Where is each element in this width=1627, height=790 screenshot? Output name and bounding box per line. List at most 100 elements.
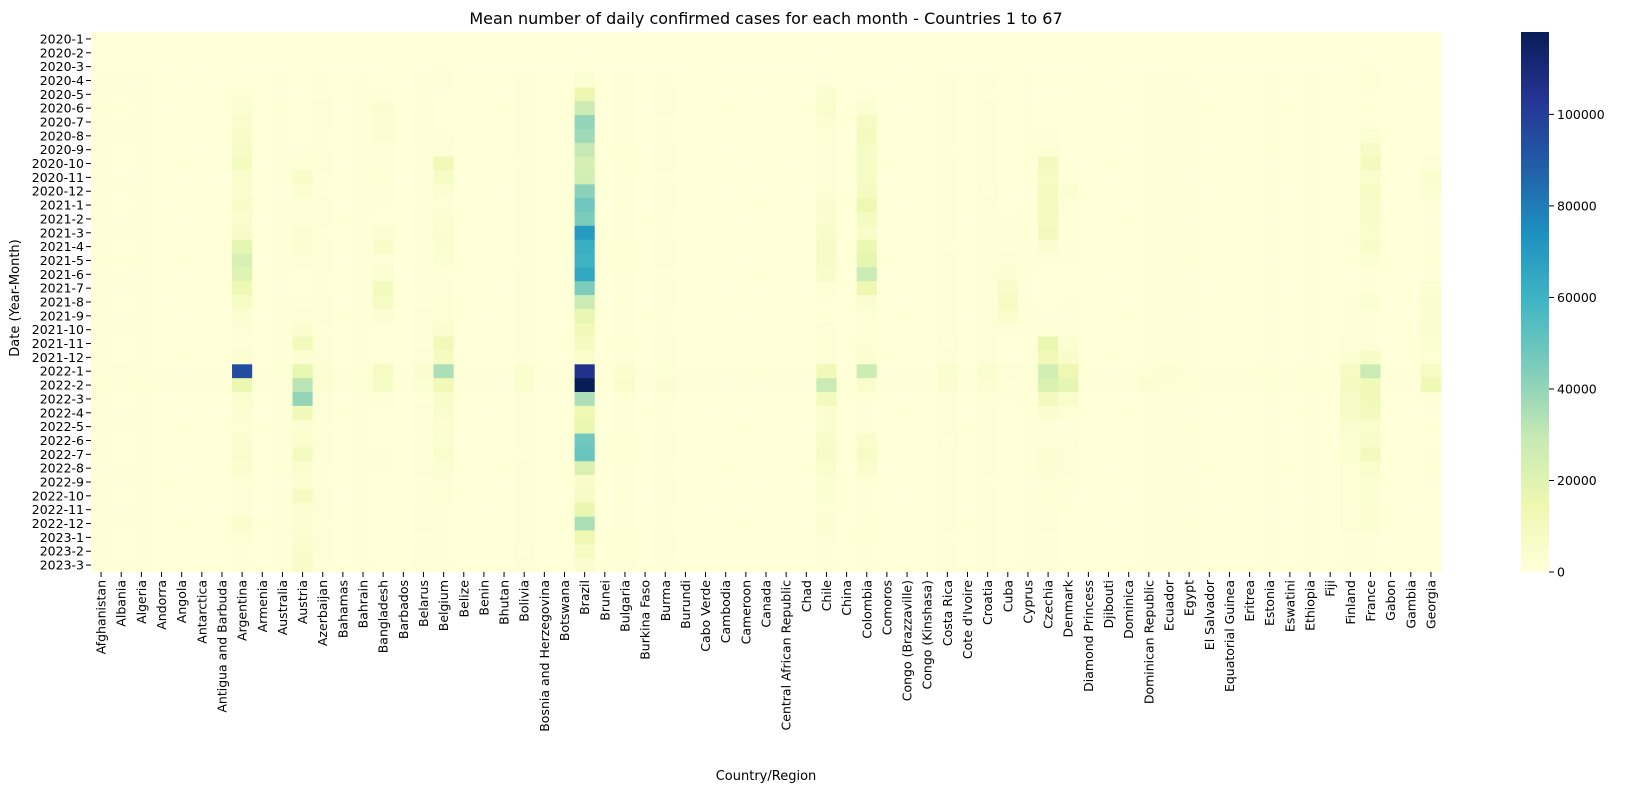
heatmap-cell bbox=[816, 156, 837, 171]
heatmap-cell bbox=[776, 336, 797, 351]
heatmap-cell bbox=[836, 322, 858, 338]
heatmap-cell bbox=[232, 530, 253, 545]
heatmap-cell bbox=[373, 212, 394, 227]
heatmap-cell bbox=[232, 253, 253, 268]
heatmap-cell bbox=[554, 32, 575, 47]
x-tick-label: Finland bbox=[1343, 580, 1358, 625]
heatmap-cell bbox=[211, 128, 233, 144]
heatmap-cell bbox=[554, 239, 575, 254]
heatmap-cell bbox=[695, 87, 717, 102]
heatmap-cell bbox=[594, 419, 616, 434]
heatmap-cell bbox=[1219, 461, 1240, 476]
heatmap-cell bbox=[1219, 378, 1240, 393]
heatmap-cell bbox=[614, 544, 636, 559]
heatmap-cell bbox=[977, 101, 999, 116]
heatmap-cell bbox=[655, 544, 676, 559]
heatmap-cell bbox=[1098, 225, 1120, 241]
heatmap-cell bbox=[1058, 364, 1079, 379]
heatmap-cell bbox=[554, 364, 575, 379]
heatmap-cell bbox=[1259, 419, 1281, 434]
heatmap-cell bbox=[554, 212, 575, 227]
x-tick-label: Argentina bbox=[235, 580, 250, 641]
heatmap-cell bbox=[473, 115, 495, 130]
heatmap-cell bbox=[1118, 142, 1140, 158]
heatmap-cell bbox=[252, 253, 273, 268]
heatmap-cell bbox=[111, 170, 132, 185]
heatmap-cell bbox=[151, 32, 172, 47]
heatmap-cell bbox=[91, 87, 112, 102]
heatmap-cell bbox=[977, 392, 999, 407]
heatmap-cell bbox=[1360, 475, 1381, 490]
heatmap-cell bbox=[896, 502, 918, 518]
heatmap-cell bbox=[1219, 73, 1240, 88]
heatmap-cell bbox=[91, 281, 112, 296]
heatmap-cell bbox=[1158, 281, 1180, 296]
heatmap-cell bbox=[373, 128, 394, 144]
heatmap-cell bbox=[1219, 115, 1240, 130]
heatmap-cell bbox=[1400, 101, 1422, 116]
heatmap-cell bbox=[1098, 295, 1120, 310]
heatmap-cell bbox=[514, 295, 535, 310]
heatmap-cell bbox=[796, 308, 817, 324]
heatmap-cell bbox=[1259, 405, 1281, 421]
heatmap-cell bbox=[534, 101, 555, 116]
heatmap-cell bbox=[1239, 267, 1261, 282]
heatmap-cell bbox=[91, 59, 112, 74]
heatmap-cell bbox=[1299, 308, 1321, 324]
heatmap-cell bbox=[312, 267, 334, 282]
heatmap-cell bbox=[1138, 322, 1160, 338]
heatmap-cell bbox=[695, 378, 717, 393]
heatmap-cell bbox=[1219, 281, 1240, 296]
heatmap-cell bbox=[1219, 364, 1240, 379]
heatmap-cell bbox=[1158, 253, 1180, 268]
heatmap-cell bbox=[191, 142, 213, 158]
heatmap-cell bbox=[1279, 128, 1301, 144]
heatmap-cell bbox=[1239, 239, 1261, 254]
heatmap-cell bbox=[1158, 530, 1180, 545]
heatmap-cell bbox=[493, 405, 515, 421]
heatmap-cell bbox=[1138, 461, 1160, 476]
heatmap-cell bbox=[151, 239, 172, 254]
x-tick-label: Cambodia bbox=[718, 580, 733, 643]
heatmap-cell bbox=[272, 447, 293, 462]
heatmap-cell bbox=[876, 295, 898, 310]
heatmap-cell bbox=[1179, 461, 1200, 476]
heatmap-cell bbox=[917, 87, 938, 102]
heatmap-cell bbox=[191, 461, 213, 476]
heatmap-cell bbox=[755, 128, 777, 144]
heatmap-cell bbox=[796, 281, 817, 296]
heatmap-cell bbox=[312, 419, 334, 434]
heatmap-cell bbox=[937, 212, 958, 227]
heatmap-cell bbox=[332, 128, 354, 144]
heatmap-cell bbox=[1400, 433, 1422, 448]
heatmap-cell bbox=[836, 475, 858, 490]
heatmap-cell bbox=[352, 419, 374, 434]
heatmap-cell bbox=[1118, 364, 1140, 379]
heatmap-cell bbox=[413, 73, 434, 88]
heatmap-cell bbox=[1320, 156, 1341, 171]
heatmap-cell bbox=[675, 322, 696, 338]
heatmap-cell bbox=[1360, 336, 1381, 351]
heatmap-cell bbox=[352, 322, 374, 338]
heatmap-cell bbox=[896, 392, 918, 407]
heatmap-cell bbox=[675, 73, 696, 88]
heatmap-cell bbox=[352, 281, 374, 296]
heatmap-cell bbox=[957, 308, 978, 324]
heatmap-cell bbox=[755, 516, 777, 531]
heatmap-cell bbox=[755, 239, 777, 254]
heatmap-cell bbox=[1017, 433, 1039, 448]
heatmap-cell bbox=[1078, 516, 1099, 531]
heatmap-cell bbox=[433, 308, 455, 324]
heatmap-cell bbox=[1340, 475, 1361, 490]
heatmap-cell bbox=[836, 212, 858, 227]
heatmap-cell bbox=[332, 308, 354, 324]
x-tick-label: Ecuador bbox=[1161, 579, 1176, 631]
heatmap-cell bbox=[211, 170, 233, 185]
heatmap-cell bbox=[1199, 267, 1220, 282]
heatmap-cell bbox=[896, 87, 918, 102]
heatmap-cell bbox=[393, 530, 414, 545]
heatmap-cell bbox=[1098, 544, 1120, 559]
heatmap-cell bbox=[1360, 253, 1381, 268]
heatmap-cell bbox=[1219, 87, 1240, 102]
heatmap-cell bbox=[856, 156, 878, 171]
